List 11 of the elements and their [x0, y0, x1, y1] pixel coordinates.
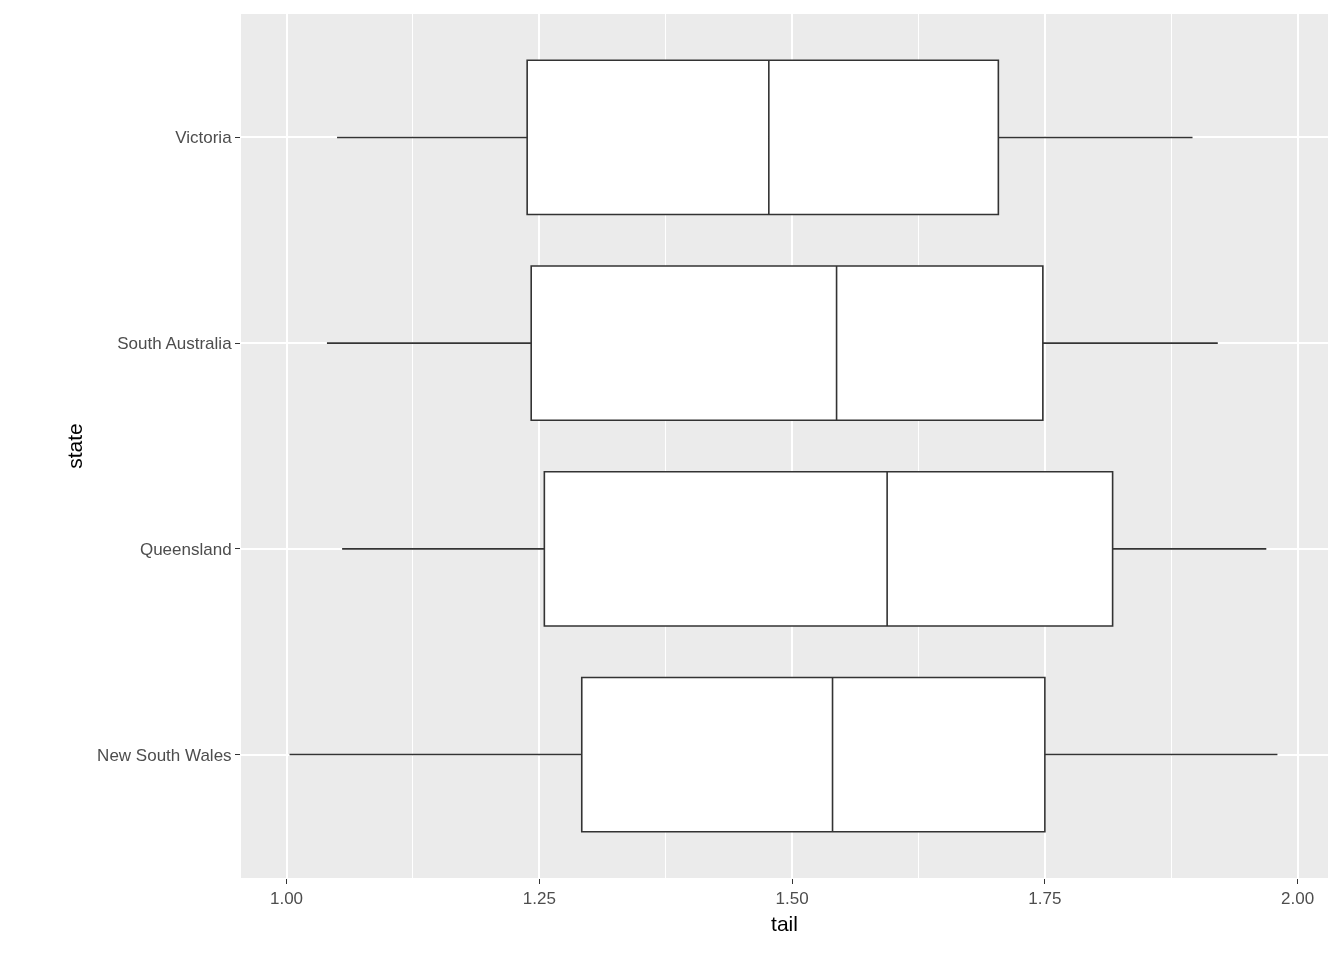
- x-tick-label: 1.25: [522, 889, 556, 909]
- y-axis-title: state: [63, 423, 87, 469]
- x-tick-label: 1.00: [269, 889, 304, 909]
- x-tick-label: 2.00: [1281, 889, 1315, 909]
- x-tick-label: 1.50: [775, 889, 809, 909]
- y-tick-label: New South Wales: [97, 745, 232, 765]
- y-tick-label: South Australia: [117, 334, 233, 354]
- y-tick-label: Victoria: [175, 128, 233, 148]
- x-axis-title: tail: [771, 911, 798, 935]
- y-tick-label: Queensland: [139, 539, 232, 559]
- x-tick-label: 1.75: [1028, 889, 1062, 909]
